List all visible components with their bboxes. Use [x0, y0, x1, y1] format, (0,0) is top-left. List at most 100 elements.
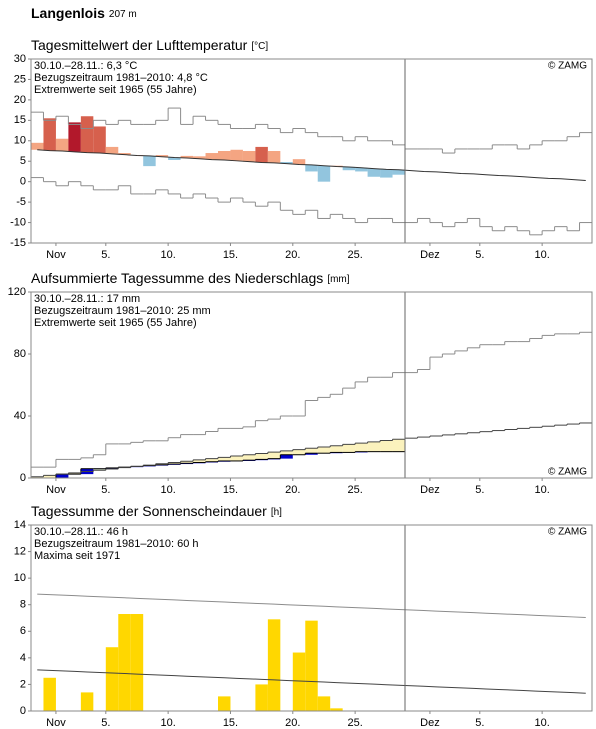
x-tick-label: Nov: [46, 249, 66, 261]
annotation: Extremwerte seit 1965 (55 Jahre): [34, 317, 197, 329]
bar: [255, 684, 268, 711]
x-tick-label: Nov: [46, 484, 66, 496]
station-altitude: 207 m: [109, 9, 137, 20]
x-tick-label: 15.: [223, 717, 238, 729]
plot-frame: [30, 291, 593, 479]
anomaly-bar: [55, 138, 69, 151]
x-tick-label: 5.: [475, 484, 484, 496]
x-tick-label: 20.: [285, 484, 300, 496]
difference-fill: [31, 476, 44, 478]
annotation: 30.10.–28.11.: 6,3 °C: [34, 60, 137, 72]
copyright: © ZAMG: [548, 527, 587, 538]
anomaly-bar: [305, 164, 318, 172]
anomaly-bar: [31, 142, 44, 150]
step-riser: [55, 451, 356, 478]
anomaly-bar: [342, 166, 356, 171]
x-tick-label: 10.: [160, 249, 175, 261]
anomaly-bar: [205, 153, 218, 160]
title-text: Tagessumme der Sonnenscheindauer: [31, 503, 267, 519]
title-text: Aufsummierte Tagessumme des Niederschlag…: [31, 270, 323, 286]
x-tick-label: Dez: [420, 717, 440, 729]
y-tick-label: 0: [20, 472, 26, 484]
chart-title: Tagessumme der Sonnenscheindauer [h]: [31, 503, 282, 519]
x-tick-label: 25.: [347, 717, 362, 729]
difference-fill: [330, 445, 343, 453]
chart-title: Tagesmittelwert der Lufttemperatur [°C]: [31, 37, 268, 53]
anomaly-bar: [155, 155, 169, 157]
difference-fill: [155, 463, 169, 465]
difference-fill: [218, 457, 231, 461]
x-tick-label: 10.: [534, 484, 549, 496]
anomaly-bar: [193, 156, 206, 159]
anomaly-bar: [392, 169, 405, 175]
x-tick-label: 10.: [160, 717, 175, 729]
reference-line: [37, 593, 586, 618]
annotation: Bezugszeitraum 1981–2010: 25 mm: [34, 305, 211, 317]
bar: [267, 619, 281, 711]
x-tick-label: 20.: [285, 717, 300, 729]
annotation: Bezugszeitraum 1981–2010: 4,8 °C: [34, 72, 208, 84]
station-name: Langenlois: [31, 5, 105, 21]
chart-title: Aufsummierte Tagessumme des Niederschlag…: [31, 270, 350, 286]
x-tick-label: 15.: [223, 249, 238, 261]
difference-fill: [180, 461, 194, 464]
x-tick-label: 20.: [285, 249, 300, 261]
anomaly-bar: [43, 118, 56, 151]
anomaly-bar: [80, 116, 94, 153]
y-tick-label: 25: [14, 73, 26, 85]
anomaly-bar: [380, 169, 393, 178]
anomaly-bar: [355, 167, 368, 172]
bar: [105, 647, 119, 711]
y-tick-label: 15: [14, 114, 26, 126]
plot-frame: [30, 524, 593, 712]
difference-fill: [342, 444, 356, 453]
annotation: 30.10.–28.11.: 46 h: [34, 526, 128, 538]
annotation: Extremwerte seit 1965 (55 Jahre): [34, 84, 197, 96]
anomaly-bar: [68, 122, 81, 152]
anomaly-bar: [367, 168, 381, 177]
x-tick-label: 10.: [534, 717, 549, 729]
difference-fill: [43, 475, 56, 478]
x-tick-label: 15.: [223, 484, 238, 496]
difference-fill: [380, 440, 393, 452]
x-tick-label: 5.: [101, 717, 110, 729]
annotation: Bezugszeitraum 1981–2010: 60 h: [34, 538, 199, 550]
plot-area: [37, 593, 586, 711]
x-tick-label: 5.: [101, 484, 110, 496]
x-tick-label: 10.: [160, 484, 175, 496]
y-tick-label: 10: [14, 135, 26, 147]
difference-fill: [230, 455, 243, 461]
y-tick-label: 10: [14, 572, 26, 584]
bar: [80, 692, 94, 711]
anomaly-bar: [255, 146, 268, 163]
y-tick-label: -5: [16, 196, 26, 208]
anomaly-bar: [105, 146, 119, 154]
y-tick-label: 4: [20, 652, 26, 664]
daily-increment: [55, 474, 69, 478]
bar: [305, 620, 318, 711]
anomaly-bar: [317, 165, 331, 182]
daily-increment: [280, 454, 293, 459]
anomaly-bar: [168, 157, 181, 160]
y-tick-label: 12: [14, 545, 26, 557]
y-tick-label: 0: [20, 176, 26, 188]
y-tick-label: 8: [20, 599, 26, 611]
x-tick-label: 5.: [475, 249, 484, 261]
y-tick-label: 30: [14, 53, 26, 65]
reference-line: [37, 149, 586, 181]
difference-fill: [68, 472, 81, 475]
anomaly-bar: [280, 162, 293, 164]
bar: [317, 696, 331, 711]
x-tick-label: Nov: [46, 717, 66, 729]
unit: [h]: [271, 507, 282, 518]
bar: [218, 696, 231, 711]
difference-fill: [242, 454, 256, 461]
step-riser: [42, 108, 581, 154]
difference-fill: [193, 459, 206, 463]
anomaly-bar: [218, 151, 231, 160]
y-tick-label: 2: [20, 678, 26, 690]
y-tick-label: 80: [14, 348, 26, 360]
difference-fill: [367, 441, 381, 452]
step-riser: [55, 332, 581, 468]
